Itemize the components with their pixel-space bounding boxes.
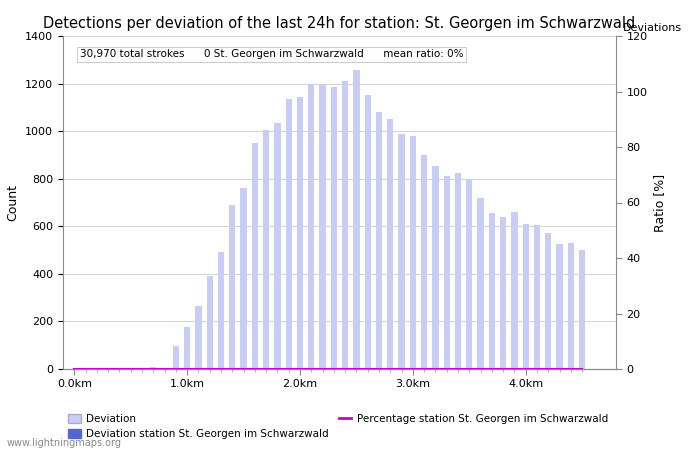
Bar bbox=[229, 205, 235, 369]
Bar bbox=[308, 84, 314, 369]
Bar bbox=[252, 143, 258, 369]
Y-axis label: Ratio [%]: Ratio [%] bbox=[653, 173, 666, 232]
Bar bbox=[545, 234, 552, 369]
Bar bbox=[410, 136, 416, 369]
Bar bbox=[511, 212, 517, 369]
Bar bbox=[489, 213, 495, 369]
Bar bbox=[218, 252, 224, 369]
Bar bbox=[342, 81, 348, 369]
Text: Deviations: Deviations bbox=[623, 23, 682, 33]
Bar bbox=[319, 85, 326, 369]
Bar bbox=[523, 224, 528, 369]
Bar bbox=[477, 198, 484, 369]
Bar bbox=[433, 166, 438, 369]
Bar bbox=[206, 276, 213, 369]
Bar bbox=[444, 176, 450, 369]
Legend: Deviation, Deviation station St. Georgen im Schwarzwald, Percentage station St. : Deviation, Deviation station St. Georgen… bbox=[68, 414, 608, 439]
Bar bbox=[534, 225, 540, 369]
Bar bbox=[398, 134, 405, 369]
Bar bbox=[376, 112, 382, 369]
Bar bbox=[354, 71, 360, 369]
Y-axis label: Count: Count bbox=[6, 184, 20, 221]
Bar bbox=[241, 188, 246, 369]
Bar bbox=[556, 244, 563, 369]
Text: www.lightningmaps.org: www.lightningmaps.org bbox=[7, 438, 122, 448]
Text: 30,970 total strokes      0 St. Georgen im Schwarzwald      mean ratio: 0%: 30,970 total strokes 0 St. Georgen im Sc… bbox=[80, 50, 463, 59]
Bar bbox=[195, 306, 202, 369]
Bar bbox=[150, 367, 156, 369]
Bar bbox=[184, 327, 190, 369]
Bar bbox=[568, 243, 574, 369]
Bar bbox=[274, 123, 281, 369]
Bar bbox=[387, 119, 393, 369]
Bar bbox=[500, 217, 506, 369]
Bar bbox=[286, 99, 292, 369]
Bar bbox=[331, 87, 337, 369]
Bar bbox=[579, 250, 585, 369]
Bar bbox=[297, 97, 303, 369]
Bar bbox=[466, 179, 473, 369]
Bar bbox=[173, 346, 179, 369]
Title: Detections per deviation of the last 24h for station: St. Georgen im Schwarzwald: Detections per deviation of the last 24h… bbox=[43, 16, 636, 31]
Bar bbox=[421, 155, 427, 369]
Bar bbox=[365, 95, 371, 369]
Bar bbox=[116, 368, 122, 369]
Bar bbox=[263, 130, 270, 369]
Bar bbox=[455, 173, 461, 369]
